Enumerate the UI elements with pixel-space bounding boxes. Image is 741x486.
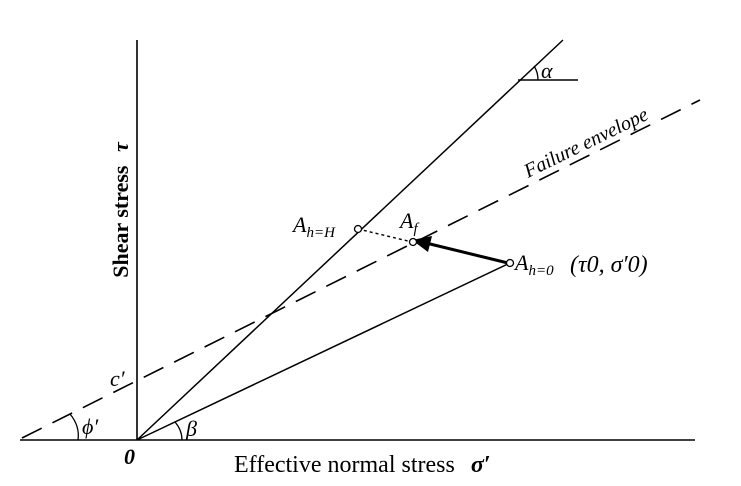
svg-text:Effective normal stress σ′: Effective normal stress σ′ [234,452,491,478]
point-a-f [408,237,418,247]
stress-path-arrow-line [425,241,509,265]
label-a-f: Af [398,208,419,237]
svg-text:Shear stress τ: Shear stress τ [108,141,133,278]
phi-arc [69,413,79,441]
k0-line [136,39,564,441]
point-a-h-0 [505,258,515,268]
alpha-angle-label: α [541,58,553,83]
x-axis-label: Effective normal stress [234,452,455,478]
origin-label: 0 [124,444,135,469]
point-a-h-H [353,224,363,234]
failure-envelope-line [21,99,701,439]
cohesion-label: c′ [110,366,126,391]
phi-angle-label: ϕ′ [82,414,99,439]
stress-path-arrowhead [412,236,432,252]
y-axis-label: Shear stress [108,165,133,278]
alpha-arc [533,65,539,81]
label-a-h-0: Ah=0 [513,250,554,279]
label-a-h-H: Ah=H [291,212,336,241]
failure-envelope-label: Failure envelope [520,103,652,183]
origin-to-initial-line [136,262,511,441]
y-axis-symbol: τ [108,141,133,152]
label-initial-coordinates: (τ0, σ′0) [570,252,648,278]
beta-arc [174,421,183,441]
x-axis-symbol: σ′ [471,452,491,478]
beta-angle-label: β [185,416,197,441]
